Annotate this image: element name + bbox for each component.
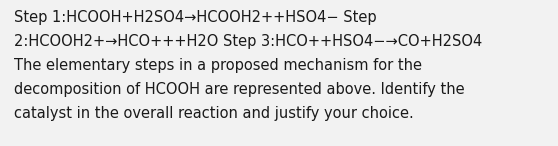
Text: The elementary steps in a proposed mechanism for the: The elementary steps in a proposed mecha… bbox=[14, 58, 422, 73]
Text: catalyst in the overall reaction and justify your choice.: catalyst in the overall reaction and jus… bbox=[14, 106, 413, 121]
Text: Step 1:HCOOH+H2SO4→HCOOH2++HSO4− Step: Step 1:HCOOH+H2SO4→HCOOH2++HSO4− Step bbox=[14, 10, 377, 25]
Text: decomposition of HCOOH are represented above. Identify the: decomposition of HCOOH are represented a… bbox=[14, 82, 465, 97]
Text: 2:HCOOH2+→HCO+++H2O Step 3:HCO++HSO4−→CO+H2SO4: 2:HCOOH2+→HCO+++H2O Step 3:HCO++HSO4−→CO… bbox=[14, 34, 482, 49]
